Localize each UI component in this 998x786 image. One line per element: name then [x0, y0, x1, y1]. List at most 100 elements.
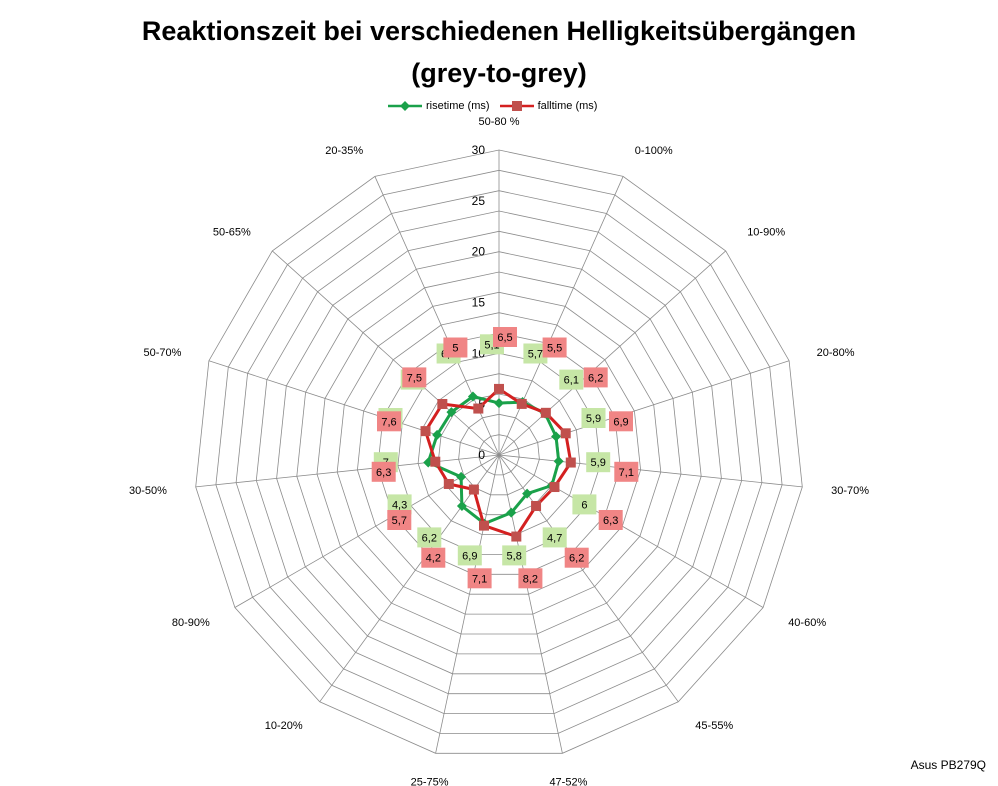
data-label-bg — [572, 494, 597, 515]
data-label-bg — [586, 452, 611, 473]
legend-rise-label: risetime (ms) — [426, 100, 490, 112]
data-label: 5,7 — [528, 349, 543, 361]
category-label: 47-52% — [549, 777, 587, 786]
data-point-fall — [494, 383, 504, 394]
data-label-bg — [502, 545, 527, 566]
category-label: 80-90% — [172, 617, 210, 629]
data-point-rise — [494, 398, 504, 409]
data-point-fall — [511, 531, 522, 542]
category-label: 50-80 % — [479, 116, 520, 128]
data-label-bg — [598, 510, 623, 530]
category-label: 20-35% — [325, 145, 363, 157]
grid-ring — [195, 149, 803, 754]
chart-title: Reaktionszeit bei verschiedenen Helligke… — [0, 10, 998, 94]
grid-spoke — [208, 360, 500, 456]
grid-spoke — [435, 454, 500, 754]
credit-text: Asus PB279Q — [910, 758, 986, 772]
grid-spoke — [195, 454, 500, 488]
data-label: 6,3 — [376, 467, 391, 479]
data-point-fall — [430, 456, 441, 467]
data-label: 4,7 — [547, 532, 562, 544]
category-label: 40-60% — [788, 617, 826, 629]
data-label: 6 — [581, 499, 587, 511]
data-point-fall — [478, 520, 489, 531]
legend-fall-symbol — [499, 101, 534, 111]
data-point-fall — [468, 484, 479, 495]
category-label: 25-75% — [411, 777, 449, 786]
data-label-bg — [443, 337, 468, 358]
data-label: 6,1 — [564, 375, 579, 387]
grid-ring — [478, 434, 520, 476]
data-label-bg — [387, 510, 412, 530]
data-label-bg — [421, 547, 446, 568]
legend-item-fall: falltime (ms) — [499, 100, 597, 112]
data-label: 5,9 — [591, 457, 606, 469]
data-label: 5,8 — [507, 550, 522, 562]
grid-ring — [276, 230, 722, 675]
data-label-bg — [402, 367, 427, 388]
data-point-fall — [437, 398, 448, 409]
grid-spoke — [498, 360, 790, 456]
data-label: 6,2 — [569, 553, 584, 565]
data-label: 6,3 — [603, 515, 618, 527]
data-label: 6,9 — [462, 550, 477, 562]
data-label-bg — [518, 568, 543, 589]
data-label-bg — [457, 545, 482, 566]
legend-item-rise: risetime (ms) — [388, 100, 490, 112]
legend: risetime (ms) falltime (ms) — [388, 100, 597, 112]
data-label-bg — [564, 547, 589, 568]
data-point-rise — [432, 429, 443, 440]
series-line — [424, 387, 573, 538]
data-label: 5 — [452, 343, 458, 355]
category-label: 0-100% — [635, 145, 673, 157]
grid-spoke — [498, 454, 563, 754]
grid-spoke — [319, 454, 500, 703]
grid-ring — [296, 251, 702, 655]
data-label-bg — [583, 367, 608, 388]
series-line — [426, 395, 561, 526]
data-point-rise — [456, 500, 467, 511]
category-label: 45-55% — [695, 720, 733, 732]
data-point-fall — [565, 457, 576, 468]
data-point-rise — [467, 391, 478, 402]
data-point-fall — [531, 500, 542, 511]
grid-ring — [235, 190, 763, 714]
data-label: 8,2 — [523, 573, 538, 585]
data-label-bg — [493, 327, 517, 347]
category-label: 20-80% — [817, 347, 855, 359]
data-point-fall — [560, 428, 571, 439]
data-label: 7,1 — [619, 467, 634, 479]
data-point-rise — [456, 471, 467, 482]
data-label-bg — [542, 527, 567, 548]
data-label: 5,5 — [547, 343, 562, 355]
grid-ring — [397, 352, 601, 555]
grid-ring — [215, 169, 783, 734]
radial-tick-label: 20 — [472, 245, 486, 259]
data-label: 4,3 — [392, 499, 407, 511]
data-point-fall — [540, 407, 551, 418]
category-label: 50-70% — [143, 347, 181, 359]
data-point-rise — [506, 507, 517, 518]
data-label-bg — [523, 343, 548, 364]
grid-ring — [255, 210, 743, 695]
data-point-rise — [446, 407, 457, 418]
category-label: 30-50% — [129, 485, 167, 497]
category-label: 30-70% — [831, 485, 869, 497]
radial-tick-label: 0 — [478, 448, 485, 462]
grid-spoke — [498, 454, 764, 608]
data-label-bg — [609, 411, 633, 432]
data-point-fall — [473, 403, 484, 414]
data-label: 4,2 — [426, 553, 441, 565]
data-label: 6,2 — [588, 372, 603, 384]
data-point-fall — [516, 398, 527, 409]
chart-title-line-1: Reaktionszeit bei verschiedenen Helligke… — [141, 16, 857, 46]
radial-tick-label: 30 — [472, 143, 486, 157]
data-point-fall — [549, 482, 560, 493]
category-label: 10-90% — [747, 227, 785, 239]
radial-tick-label: 15 — [472, 296, 486, 310]
data-label-bg — [614, 461, 639, 482]
data-label-bg — [371, 461, 396, 482]
grid-ring — [458, 413, 540, 496]
data-label-bg — [559, 369, 584, 390]
grid-ring — [316, 271, 682, 635]
